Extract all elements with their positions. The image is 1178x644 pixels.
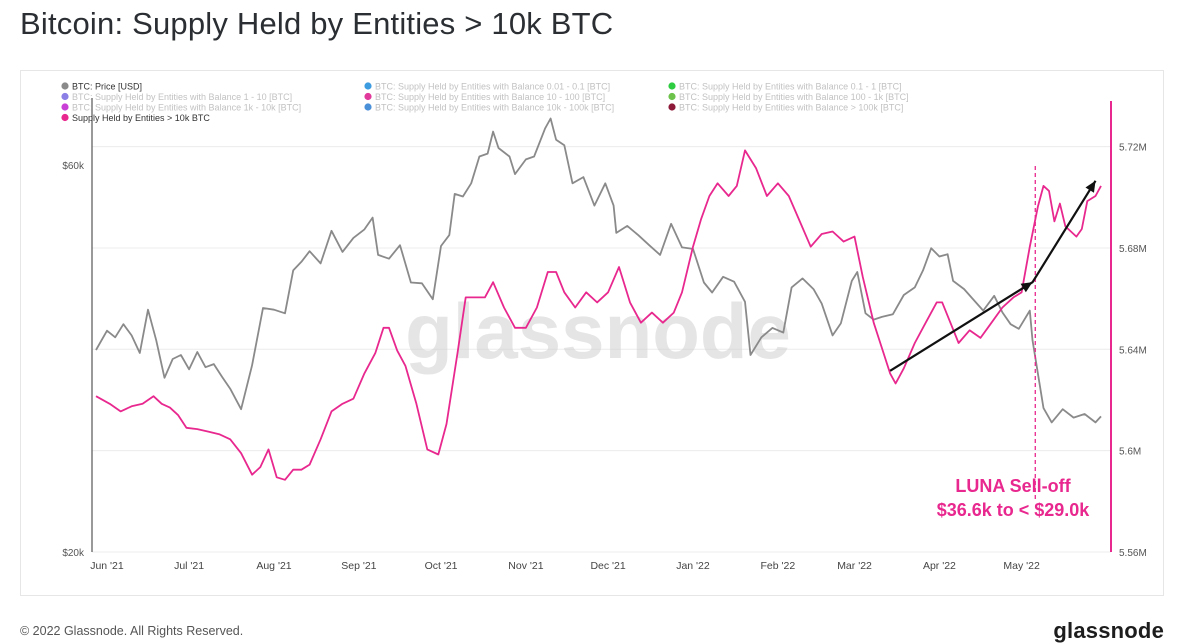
legend-item-label: BTC: Price [USD] — [72, 82, 142, 92]
y-right-tick-label: 5.64M — [1119, 345, 1147, 356]
legend-item-label: BTC: Supply Held by Entities with Balanc… — [679, 82, 902, 92]
legend-swatch — [61, 92, 69, 101]
x-tick-label: Dec '21 — [590, 560, 625, 572]
chart-frame: glassnode 5.56M 5.6M 5.64M 5.68M 5.72M $60k $2… — [20, 70, 1164, 596]
y-right-tick-label: 5.68M — [1119, 244, 1147, 255]
y-right-tick-label: 5.72M — [1119, 143, 1147, 154]
legend-item-label: BTC: Supply Held by Entities with Balanc… — [72, 92, 292, 102]
legend-item-label: BTC: Supply Held by Entities with Balanc… — [72, 103, 301, 113]
x-tick-label: Oct '21 — [425, 560, 458, 572]
legend-swatch — [364, 103, 372, 111]
legend-item-label: BTC: Supply Held by Entities with Balanc… — [375, 103, 614, 113]
legend-swatch — [668, 82, 676, 90]
y-right-tick-label: 5.56M — [1119, 548, 1147, 559]
series-line-btc-price — [95, 117, 1102, 424]
trend-arrow-head-end — [1085, 180, 1096, 193]
page-title: Bitcoin: Supply Held by Entities > 10k B… — [20, 6, 614, 41]
legend: BTC: Price [USD] BTC: Supply Held by Enti… — [61, 82, 909, 123]
footer-copyright: © 2022 Glassnode. All Rights Reserved. — [20, 624, 244, 638]
x-tick-label: Apr '22 — [923, 560, 956, 572]
annotation-layer: LUNA Sell-off $36.6k to < $29.0k — [889, 166, 1097, 520]
chart-svg: glassnode 5.56M 5.6M 5.64M 5.68M 5.72M $60k $2… — [61, 82, 1147, 572]
x-tick-label: Feb '22 — [761, 560, 796, 572]
trend-arrow-head-mid — [1020, 282, 1033, 293]
footer-brand-logo[interactable]: glassnode — [1053, 618, 1164, 643]
legend-swatch — [668, 103, 676, 111]
axis-labels: 5.56M 5.6M 5.64M 5.68M 5.72M $60k $20k Jun '21 J… — [62, 143, 1146, 572]
x-tick-label: Jul '21 — [174, 560, 204, 572]
legend-item-label: Supply Held by Entities > 10k BTC — [72, 113, 210, 123]
x-tick-label: Mar '22 — [837, 560, 872, 572]
legend-item-label: BTC: Supply Held by Entities with Balanc… — [375, 82, 610, 92]
y-left-tick-label: $60k — [62, 161, 85, 172]
legend-item-label: BTC: Supply Held by Entities with Balanc… — [679, 92, 909, 102]
legend-swatch — [364, 92, 372, 101]
legend-item-label: BTC: Supply Held by Entities with Balanc… — [679, 103, 903, 113]
y-left-tick-label: $20k — [62, 548, 85, 559]
legend-swatch — [61, 113, 69, 122]
x-tick-label: May '22 — [1003, 560, 1040, 572]
legend-swatch — [364, 82, 372, 90]
y-right-tick-label: 5.6M — [1119, 447, 1141, 458]
legend-item-label: BTC: Supply Held by Entities with Balanc… — [375, 92, 605, 102]
x-tick-label: Sep '21 — [341, 560, 376, 572]
x-tick-label: Jun '21 — [90, 560, 124, 572]
annotation-label-line1: LUNA Sell-off — [955, 476, 1071, 496]
series-line-supply-10k — [95, 149, 1102, 481]
grid-lines — [92, 146, 1111, 553]
x-tick-label: Nov '21 — [508, 560, 543, 572]
watermark: glassnode — [405, 287, 791, 375]
legend-swatch — [61, 103, 69, 111]
series-layer — [95, 117, 1102, 481]
x-tick-label: Jan '22 — [676, 560, 710, 572]
legend-swatch — [668, 92, 676, 101]
trend-arrow-line — [889, 180, 1097, 372]
annotation-label-line2: $36.6k to < $29.0k — [937, 500, 1091, 520]
x-tick-label: Aug '21 — [256, 560, 291, 572]
legend-swatch — [61, 82, 69, 90]
